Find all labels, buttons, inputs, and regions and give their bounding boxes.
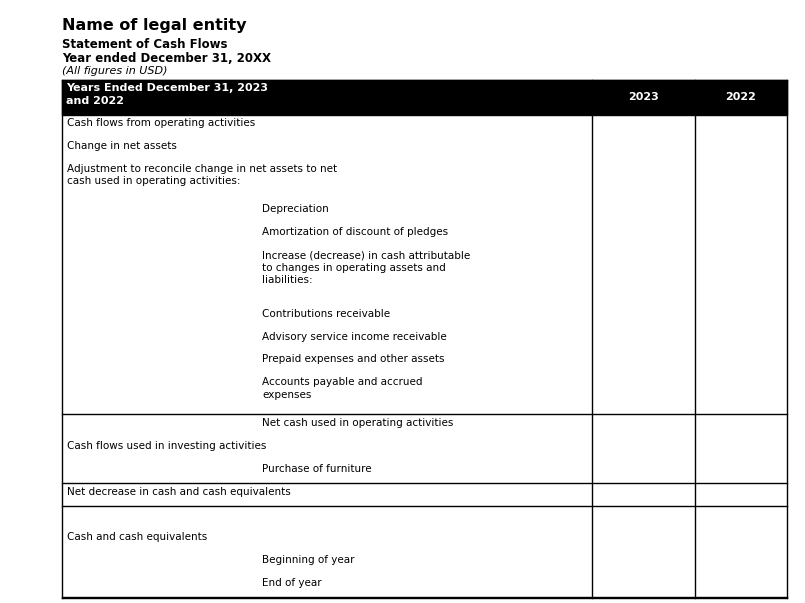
Text: Name of legal entity: Name of legal entity — [62, 18, 246, 33]
Text: Purchase of furniture: Purchase of furniture — [262, 464, 372, 474]
Text: Beginning of year: Beginning of year — [262, 555, 354, 565]
Text: Net decrease in cash and cash equivalents: Net decrease in cash and cash equivalent… — [67, 487, 291, 497]
Text: Cash flows used in investing activities: Cash flows used in investing activities — [67, 441, 266, 451]
Text: Cash and cash equivalents: Cash and cash equivalents — [67, 532, 207, 542]
Text: Year ended December 31, 20XX: Year ended December 31, 20XX — [62, 52, 271, 65]
Text: Increase (decrease) in cash attributable
to changes in operating assets and
liab: Increase (decrease) in cash attributable… — [262, 250, 470, 285]
Text: Statement of Cash Flows: Statement of Cash Flows — [62, 38, 228, 51]
Text: Cash flows from operating activities: Cash flows from operating activities — [67, 118, 255, 128]
Text: 2022: 2022 — [725, 92, 757, 103]
Text: 2023: 2023 — [628, 92, 658, 103]
Text: End of year: End of year — [262, 578, 322, 588]
Text: Adjustment to reconcile change in net assets to net
cash used in operating activ: Adjustment to reconcile change in net as… — [67, 164, 337, 186]
Text: Years Ended December 31, 2023
and 2022: Years Ended December 31, 2023 and 2022 — [66, 83, 268, 106]
Text: Accounts payable and accrued
expenses: Accounts payable and accrued expenses — [262, 377, 423, 400]
Text: Prepaid expenses and other assets: Prepaid expenses and other assets — [262, 355, 444, 364]
Text: Net cash used in operating activities: Net cash used in operating activities — [262, 418, 453, 428]
Text: Advisory service income receivable: Advisory service income receivable — [262, 332, 447, 341]
Text: Amortization of discount of pledges: Amortization of discount of pledges — [262, 227, 448, 238]
Text: Depreciation: Depreciation — [262, 204, 328, 215]
Text: Change in net assets: Change in net assets — [67, 141, 177, 151]
Text: (All figures in USD): (All figures in USD) — [62, 66, 167, 76]
Bar — [62, 80, 787, 115]
Text: Contributions receivable: Contributions receivable — [262, 309, 390, 318]
